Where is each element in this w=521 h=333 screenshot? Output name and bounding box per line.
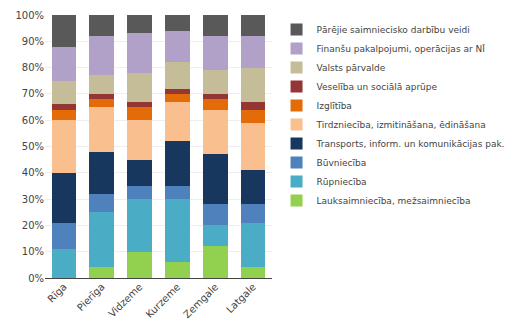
svg-text:Kurzeme: Kurzeme xyxy=(144,281,183,320)
svg-text:Vidzeme: Vidzeme xyxy=(106,281,144,319)
svg-text:Latgale: Latgale xyxy=(224,281,258,315)
svg-text:50%: 50% xyxy=(22,141,44,152)
svg-text:Izglītība: Izglītība xyxy=(317,101,352,111)
svg-text:Transports, inform. un komunik: Transports, inform. un komunikācijas pak… xyxy=(316,139,505,149)
svg-text:70%: 70% xyxy=(22,88,44,99)
svg-text:40%: 40% xyxy=(22,167,44,178)
svg-text:Tirdzniecība, izmitināšana, ēd: Tirdzniecība, izmitināšana, ēdināšana xyxy=(316,120,486,130)
svg-text:Pārējie saimniecisko darbību v: Pārējie saimniecisko darbību veidi xyxy=(317,25,470,35)
svg-text:Zemgale: Zemgale xyxy=(181,281,220,320)
svg-text:Finanšu pakalpojumi, operācija: Finanšu pakalpojumi, operācijas ar NĪ xyxy=(317,44,486,54)
svg-text:10%: 10% xyxy=(22,246,44,257)
svg-text:100%: 100% xyxy=(15,10,44,21)
svg-text:Valsts pārvalde: Valsts pārvalde xyxy=(317,63,386,73)
svg-text:Rūpniecība: Rūpniecība xyxy=(317,177,367,187)
svg-text:Pierīga: Pierīga xyxy=(75,281,107,313)
svg-text:60%: 60% xyxy=(22,115,44,126)
svg-text:0%: 0% xyxy=(28,273,44,284)
svg-text:80%: 80% xyxy=(22,62,44,73)
svg-text:Veselība un sociālā aprūpe: Veselība un sociālā aprūpe xyxy=(317,82,438,92)
svg-text:30%: 30% xyxy=(22,194,44,205)
svg-text:Lauksaimniecība, mežsaimniecīb: Lauksaimniecība, mežsaimniecība xyxy=(317,196,471,206)
svg-text:90%: 90% xyxy=(22,36,44,47)
svg-text:Būvniecība: Būvniecība xyxy=(317,158,367,168)
svg-text:20%: 20% xyxy=(22,220,44,231)
svg-text:Rīga: Rīga xyxy=(45,281,68,304)
